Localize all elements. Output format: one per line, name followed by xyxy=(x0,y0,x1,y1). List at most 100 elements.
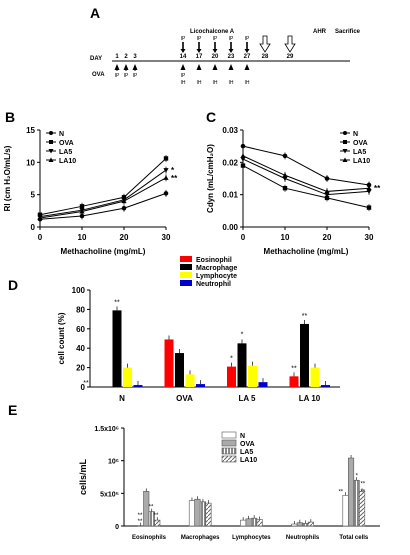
day-tick-29: 29 xyxy=(287,54,294,60)
y-tick-label: 5 xyxy=(31,191,36,200)
sacrifice-arrow-icon xyxy=(285,36,295,52)
y-tick-label: 0.02 xyxy=(222,158,238,167)
category-label: LA 5 xyxy=(238,394,256,403)
bar-neutrophil xyxy=(196,384,205,387)
lico-arrow-icon xyxy=(213,49,218,53)
bar-neutrophil xyxy=(134,385,143,387)
y-tick-label: 40 xyxy=(76,344,85,353)
lico-ip-label: IP xyxy=(229,36,234,42)
legend-marker-n xyxy=(343,131,347,135)
bar-lymphocyte xyxy=(123,368,132,387)
significance-marker: ** xyxy=(360,489,365,495)
category-label: Neutrophils xyxy=(286,535,320,541)
significance-marker: ** xyxy=(171,174,178,183)
legend-swatch-neutrophil xyxy=(180,280,192,286)
panel-label-b: B xyxy=(5,109,15,125)
panel-label-a: A xyxy=(90,5,100,21)
x-tick-label: 20 xyxy=(323,233,332,242)
y-tick-label: 15 xyxy=(26,126,35,135)
category-label: LA 10 xyxy=(299,394,321,403)
legend-label: N xyxy=(240,433,245,440)
sacrifice-label: Sacrifice xyxy=(335,29,361,35)
bar-la10 xyxy=(257,519,263,526)
day-tick-2: 2 xyxy=(124,54,128,60)
x-axis-label: Methacholine (mg/mL) xyxy=(61,247,146,256)
significance-marker: ** xyxy=(149,505,154,511)
legend-label: LA10 xyxy=(353,158,370,165)
y-axis-label: cells/mL xyxy=(78,458,88,495)
legend-swatch-ova xyxy=(222,440,236,446)
significance-marker: ** xyxy=(291,365,297,372)
ova-ih-arrow-icon xyxy=(229,64,234,70)
y-tick-label: 10⁶ xyxy=(108,459,119,466)
legend-label: N xyxy=(353,131,358,138)
category-label: Lymphocytes xyxy=(232,535,271,541)
significance-marker: ** xyxy=(138,513,143,519)
significance-marker: ** xyxy=(302,313,308,320)
y-tick-label: 10 xyxy=(26,158,35,167)
ova-ih-arrow-icon xyxy=(245,64,250,70)
legend-swatch-n xyxy=(222,432,236,438)
x-tick-label: 0 xyxy=(38,233,43,242)
day-tick-23: 23 xyxy=(228,54,235,60)
category-label: Total cells xyxy=(339,535,369,541)
series-line-n xyxy=(243,146,369,185)
significance-marker: * xyxy=(241,331,244,338)
lico-arrow-icon xyxy=(197,49,202,53)
bar-ova xyxy=(297,523,303,526)
legend-label: Lymphocyte xyxy=(196,273,237,280)
x-tick-label: 30 xyxy=(162,233,171,242)
y-tick-label: 0 xyxy=(31,223,36,232)
lico-arrow-icon xyxy=(245,49,250,53)
category-label: OVA xyxy=(176,394,193,403)
legend-label: OVA xyxy=(240,441,255,448)
legend-label: LA10 xyxy=(240,457,257,464)
ova-ih-arrow-icon xyxy=(197,64,202,70)
bar-n xyxy=(343,495,349,526)
day-tick-27: 27 xyxy=(244,54,251,60)
y-tick-label: 60 xyxy=(76,325,85,334)
significance-marker: ** xyxy=(154,513,159,519)
bar-la5 xyxy=(251,518,257,526)
lico-label: Licochalcone A xyxy=(190,29,235,35)
significance-marker: ** xyxy=(138,519,143,525)
x-tick-label: 0 xyxy=(241,233,246,242)
bar-lymphocyte xyxy=(186,374,195,387)
category-label: Macrophages xyxy=(181,535,220,541)
bar-n xyxy=(240,520,246,526)
bar-eosinophil xyxy=(165,339,174,387)
bar-ova xyxy=(348,458,354,526)
bar-la10 xyxy=(308,522,314,526)
legend-label: LA5 xyxy=(59,149,72,156)
y-axis-label: Cdyn (mL/cmH₂O) xyxy=(206,144,215,213)
ova-label: OVA xyxy=(92,72,105,78)
lico-arrow-icon xyxy=(181,49,186,53)
legend-swatch-la5 xyxy=(222,448,236,454)
significance-marker: ** xyxy=(360,481,365,487)
ova-ih-label: IH xyxy=(213,80,218,86)
day-tick-1: 1 xyxy=(115,54,119,60)
lico-arrow-icon xyxy=(229,49,234,53)
legend-marker-ova xyxy=(49,140,53,144)
x-axis-label: Methacholine (mg/mL) xyxy=(264,247,349,256)
category-label: N xyxy=(119,394,125,403)
bar-lymphocyte xyxy=(311,368,320,387)
ova-ih-label: IH xyxy=(229,80,234,86)
legend-swatch-la10 xyxy=(222,456,236,462)
day-tick-17: 17 xyxy=(196,54,203,60)
ova-ih-arrow-icon xyxy=(181,64,186,70)
legend-label: Eosinophil xyxy=(196,257,232,264)
legend-label: LA5 xyxy=(353,149,366,156)
bar-la5 xyxy=(200,502,206,526)
y-tick-label: 0.01 xyxy=(222,191,238,200)
day-tick-28: 28 xyxy=(262,54,269,60)
x-tick-label: 10 xyxy=(78,233,87,242)
day-tick-3: 3 xyxy=(133,54,137,60)
x-tick-label: 30 xyxy=(365,233,374,242)
legend-label: Neutrophil xyxy=(196,281,231,288)
bar-lymphocyte xyxy=(248,366,257,387)
legend-label: OVA xyxy=(59,140,74,147)
